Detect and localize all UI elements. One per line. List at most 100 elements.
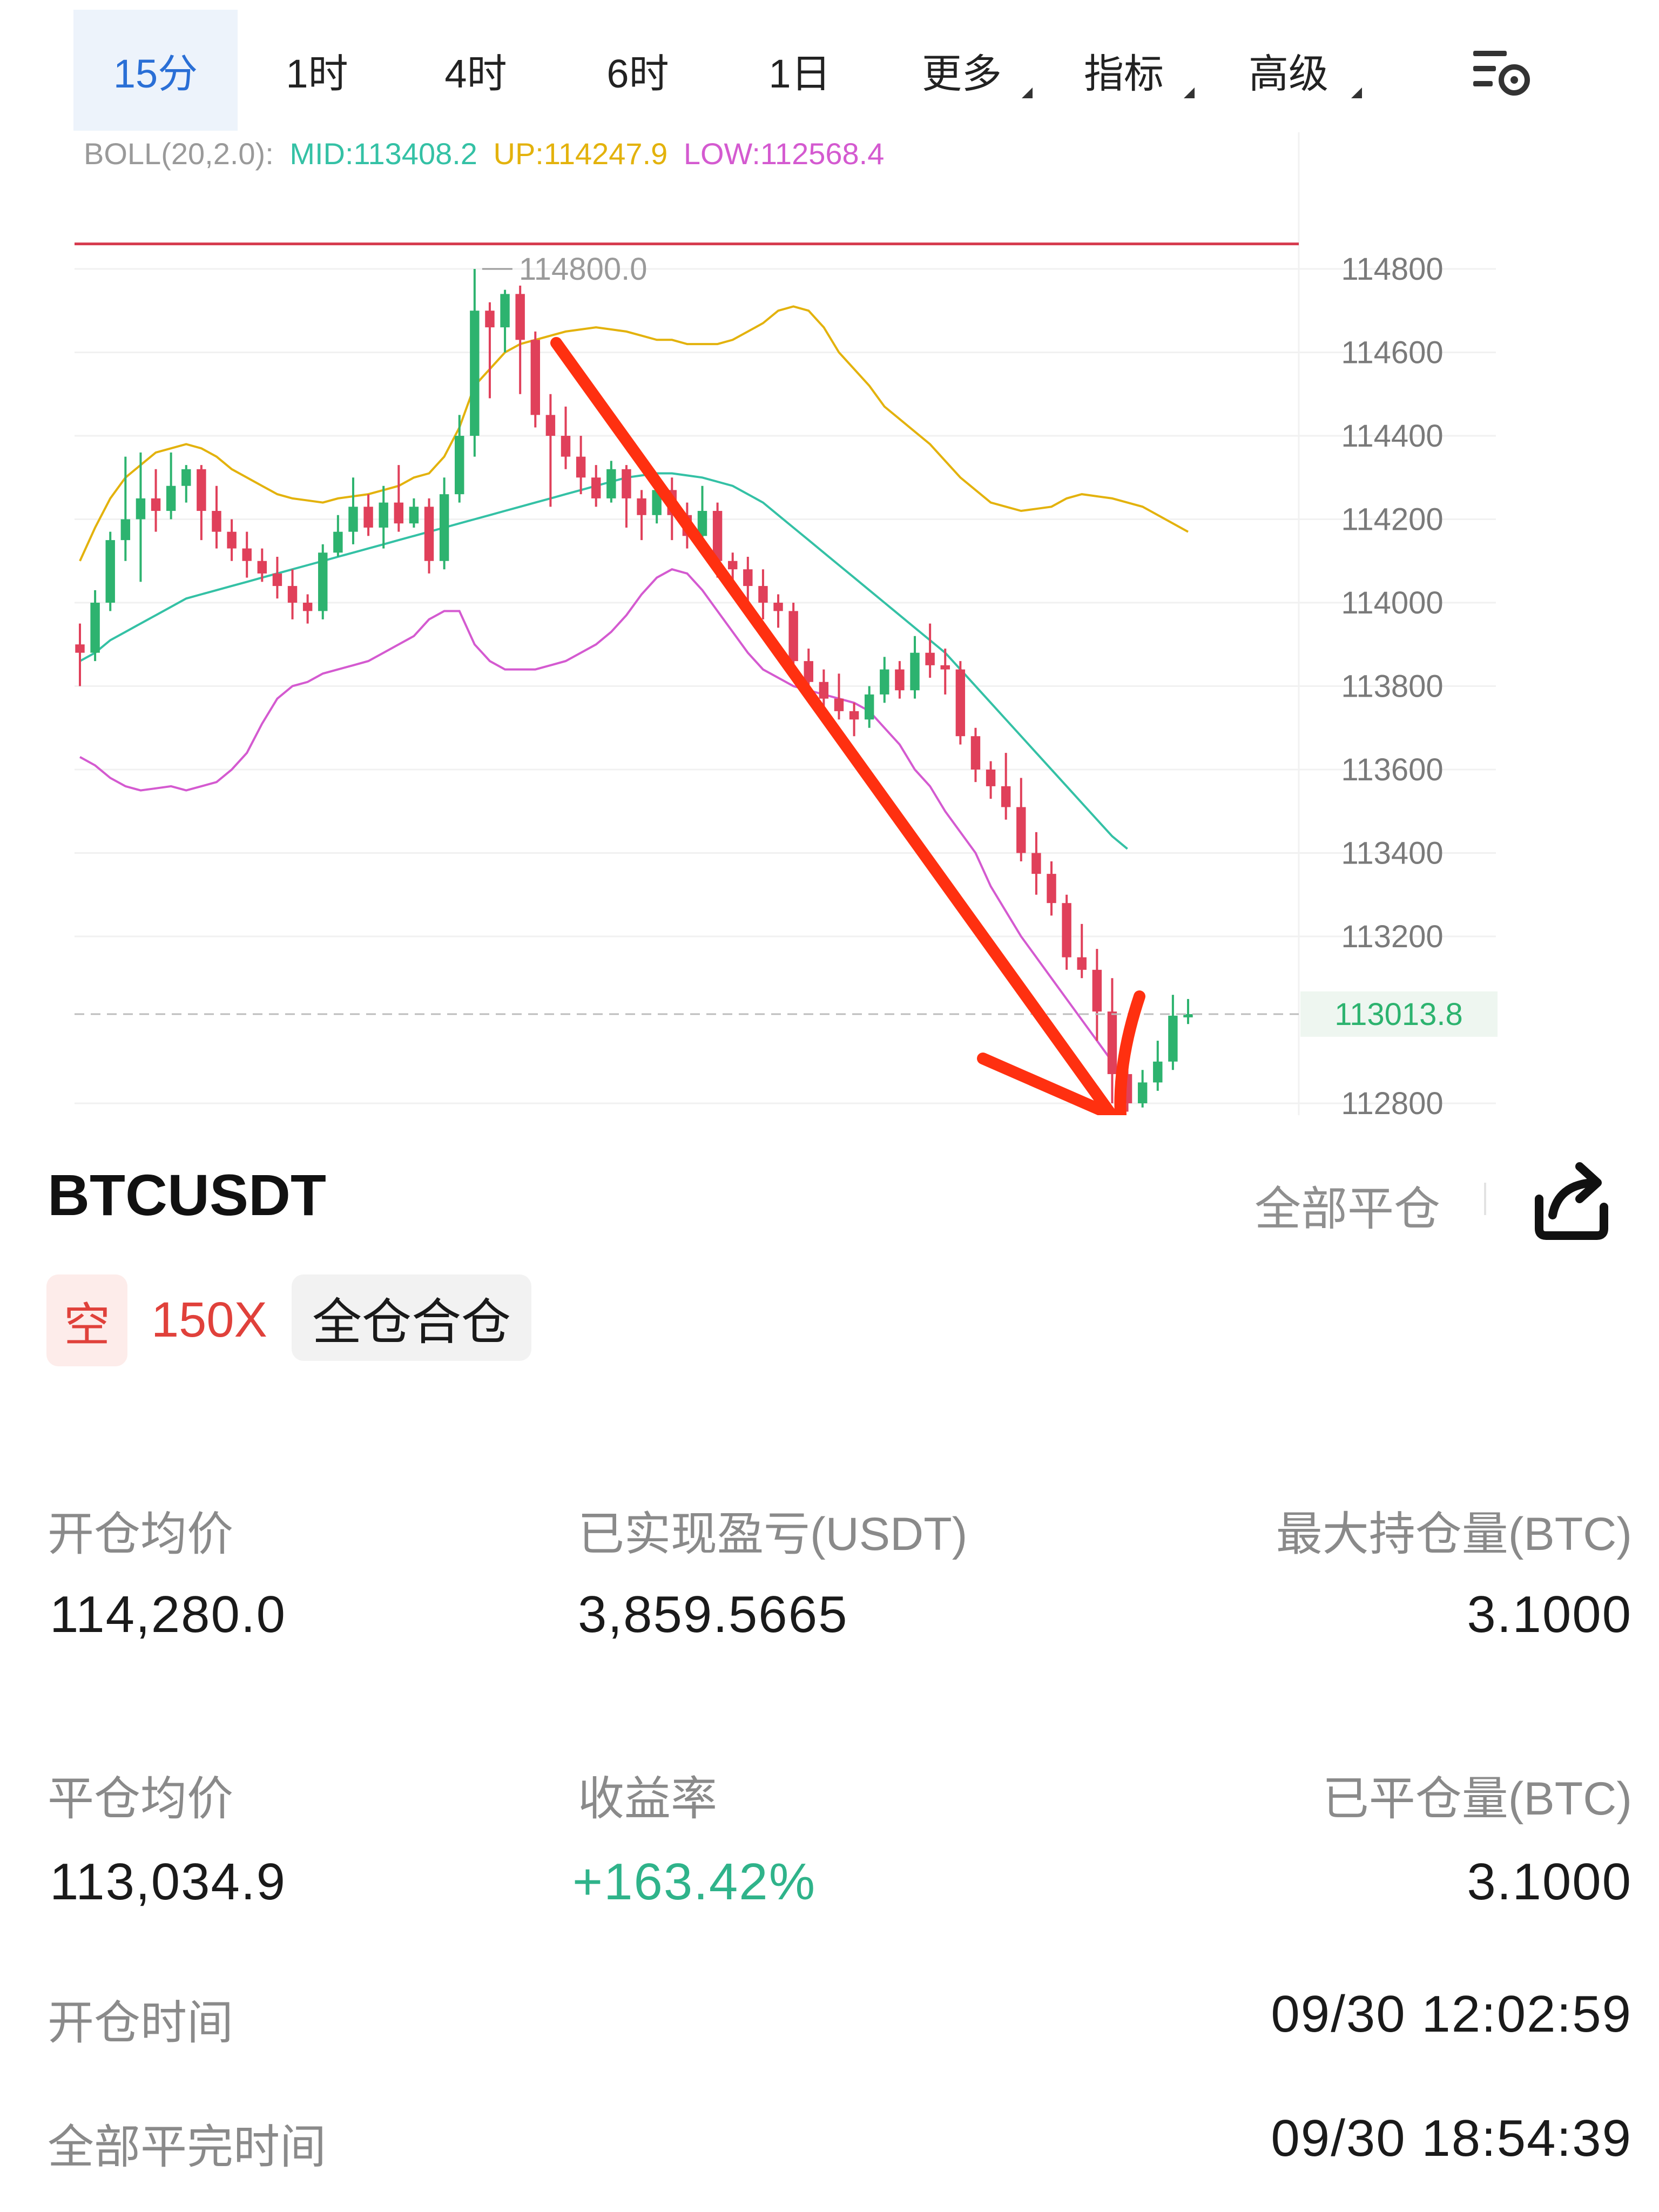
candle-body [455, 436, 464, 495]
leverage-label: 150X [151, 1292, 267, 1347]
closed-qty-value: 3.1000 [1467, 1853, 1632, 1911]
tab-label: 15分 [113, 51, 198, 96]
close-time-label: 全部平完时间 [48, 2121, 326, 2173]
candle-body [485, 311, 495, 328]
y-tick-label: 113800 [1341, 669, 1443, 704]
candle-body [75, 644, 85, 653]
tab-indicators[interactable]: 指标 [1046, 10, 1202, 131]
dropdown-corner-icon [1184, 87, 1195, 98]
candle-body [1168, 1015, 1178, 1062]
boll-mid-line [79, 472, 1128, 850]
candle-body [151, 498, 161, 511]
tab-more[interactable]: 更多 [884, 10, 1040, 131]
high-marker-label: 114800.0 [519, 252, 648, 287]
candle-body [90, 603, 100, 653]
candle-body [697, 511, 707, 536]
y-tick-label: 114000 [1341, 585, 1443, 621]
tab-15m[interactable]: 15分 [73, 10, 238, 131]
tab-1d[interactable]: 1日 [721, 10, 878, 131]
candle-body [1153, 1061, 1163, 1083]
margin-mode-badge: 全仓合仓 [292, 1274, 532, 1361]
candle-body [379, 502, 388, 528]
candle-body [864, 694, 874, 720]
candle-body [181, 469, 191, 486]
candle-body [394, 502, 404, 524]
candle-body [409, 507, 419, 524]
candle-body [591, 477, 601, 498]
candle-body [530, 340, 541, 415]
tab-6h[interactable]: 6时 [559, 10, 716, 131]
tab-4h[interactable]: 4时 [397, 10, 554, 131]
chart-settings-icon[interactable] [1472, 48, 1532, 102]
candle-body [212, 511, 221, 532]
tab-label: 指标 [1084, 51, 1164, 96]
candle-body [652, 490, 662, 515]
candle-body [1077, 957, 1087, 970]
tab-1h[interactable]: 1时 [239, 10, 395, 131]
boll-low: LOW:112568.4 [683, 137, 885, 171]
annotation-arrow-head [977, 990, 1145, 1115]
candle-body [773, 603, 783, 611]
boll-up-line [79, 305, 1189, 562]
roi-label: 收益率 [578, 1773, 717, 1825]
candle-body [363, 507, 373, 528]
candle-body [712, 511, 723, 561]
candle-body [758, 586, 768, 603]
close-all-button[interactable]: 全部平仓 [1255, 1183, 1440, 1235]
tab-label: 1日 [768, 51, 831, 96]
candle-body [834, 698, 844, 711]
direction-badge: 空 [46, 1274, 127, 1366]
close-time-value: 09/30 18:54:39 [1271, 2109, 1632, 2167]
y-tick-label: 113200 [1341, 919, 1443, 954]
candle-body [439, 494, 449, 561]
candle-body [470, 311, 480, 436]
candle-body [895, 669, 905, 691]
candle-body [318, 552, 328, 611]
kline-chart[interactable]: BOLL(20,2.0): MID:113408.2 UP:114247.9 L… [0, 132, 1659, 1115]
max-hold-value: 3.1000 [1467, 1586, 1632, 1643]
tab-advanced[interactable]: 高级 [1208, 10, 1370, 131]
candle-body [940, 665, 950, 670]
candle-body [272, 573, 282, 586]
candle-body [242, 548, 252, 561]
y-tick-label: 114600 [1341, 335, 1443, 370]
timeframe-tabbar: 15分 1时 4时 6时 1日 更多 指标 高级 [73, 10, 1530, 131]
annotation-arrow-shaft [550, 337, 1116, 1115]
candle-body [287, 586, 298, 603]
candle-body [333, 531, 343, 553]
tab-label: 6时 [606, 51, 669, 96]
boll-legend: BOLL(20,2.0): MID:113408.2 UP:114247.9 L… [84, 132, 892, 176]
boll-up: UP:114247.9 [493, 137, 668, 171]
candle-body [136, 498, 146, 520]
header-divider [1484, 1183, 1486, 1215]
open-avg-value: 114,280.0 [50, 1586, 286, 1643]
candle-body [1107, 1011, 1117, 1074]
candle-body [576, 456, 586, 478]
candle-body [970, 736, 981, 770]
candle-body [743, 569, 753, 586]
candle-body [819, 682, 829, 699]
candle-body [166, 485, 176, 511]
y-tick-label: 113600 [1341, 752, 1443, 787]
symbol-title: BTCUSDT [48, 1162, 326, 1228]
candle-body [348, 507, 358, 532]
candle-body [788, 611, 798, 662]
candle-body [910, 652, 920, 691]
candle-body [257, 561, 267, 574]
open-time-value: 09/30 12:02:59 [1271, 1985, 1632, 2043]
candle-body [120, 519, 131, 541]
boll-low-line [79, 568, 1114, 1062]
candle-body [986, 770, 996, 786]
candle-body [1092, 969, 1102, 1012]
candle-body [1001, 786, 1011, 807]
realized-pnl-label: 已实现盈亏(USDT) [578, 1508, 968, 1560]
tab-label: 1时 [286, 51, 348, 96]
y-tick-label: 114400 [1341, 419, 1443, 454]
candle-body [804, 661, 813, 682]
candle-body [1047, 874, 1056, 903]
candle-body [955, 669, 966, 737]
tab-label: 4时 [444, 51, 507, 96]
share-icon[interactable] [1528, 1156, 1615, 1242]
boll-mid: MID:113408.2 [289, 137, 477, 171]
candle-body [545, 415, 556, 436]
